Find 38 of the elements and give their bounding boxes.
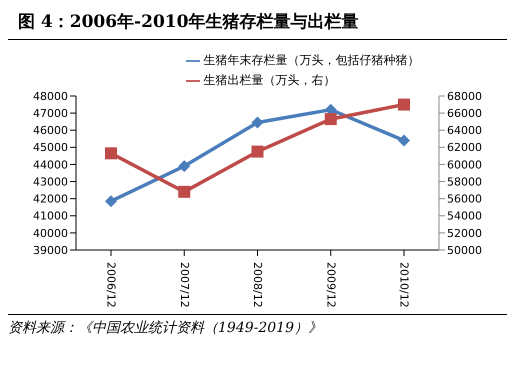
legend-label: 生猪年末存栏量（万头，包括仔猪种猪） (204, 53, 420, 67)
y-tick-label: 39000 (33, 244, 68, 257)
y-tick-label: 45000 (33, 141, 68, 154)
y2-tick-label: 52000 (447, 226, 482, 240)
point (178, 186, 190, 198)
y-tick-label: 46000 (33, 124, 68, 138)
y2-tick-label: 50000 (447, 244, 482, 257)
y2-tick-label: 66000 (447, 107, 482, 120)
y-tick-label: 40000 (33, 226, 68, 240)
point (105, 147, 117, 160)
x-tick-label: 2009/12 (324, 262, 338, 308)
point (178, 160, 190, 172)
point (105, 195, 117, 208)
point (252, 116, 264, 129)
point (252, 146, 264, 158)
y-tick-label: 44000 (33, 158, 68, 172)
text: 资料来源：《中国农业统计资料（1949-2019）》 (8, 319, 323, 337)
y-tick-label: 43000 (33, 175, 68, 188)
x-tick-label: 2007/12 (178, 262, 191, 308)
chart-title: 图 4：2006年-2010年生猪存栏量与出栏量 (8, 8, 507, 40)
y2-tick-label: 68000 (447, 90, 482, 103)
x-tick-label: 2008/12 (251, 262, 264, 308)
x-tick-label: 2010/12 (398, 262, 410, 308)
y2-tick-label: 60000 (447, 158, 482, 172)
x-tick-label: 2006/12 (104, 262, 118, 308)
y-tick-label: 42000 (33, 192, 68, 206)
y2-tick-label: 64000 (447, 124, 482, 138)
y2-tick-label: 54000 (447, 210, 482, 223)
y2-tick-label: 62000 (447, 141, 482, 154)
point (398, 134, 410, 146)
legend-label: 生猪出栏量（万头，右） (204, 73, 336, 87)
y-tick-label: 48000 (33, 90, 68, 103)
point (324, 113, 337, 126)
y-tick-label: 47000 (33, 107, 68, 120)
y2-tick-label: 58000 (447, 175, 482, 188)
y2-tick-label: 56000 (447, 192, 482, 206)
y-tick-label: 41000 (33, 210, 68, 223)
point (398, 98, 410, 111)
